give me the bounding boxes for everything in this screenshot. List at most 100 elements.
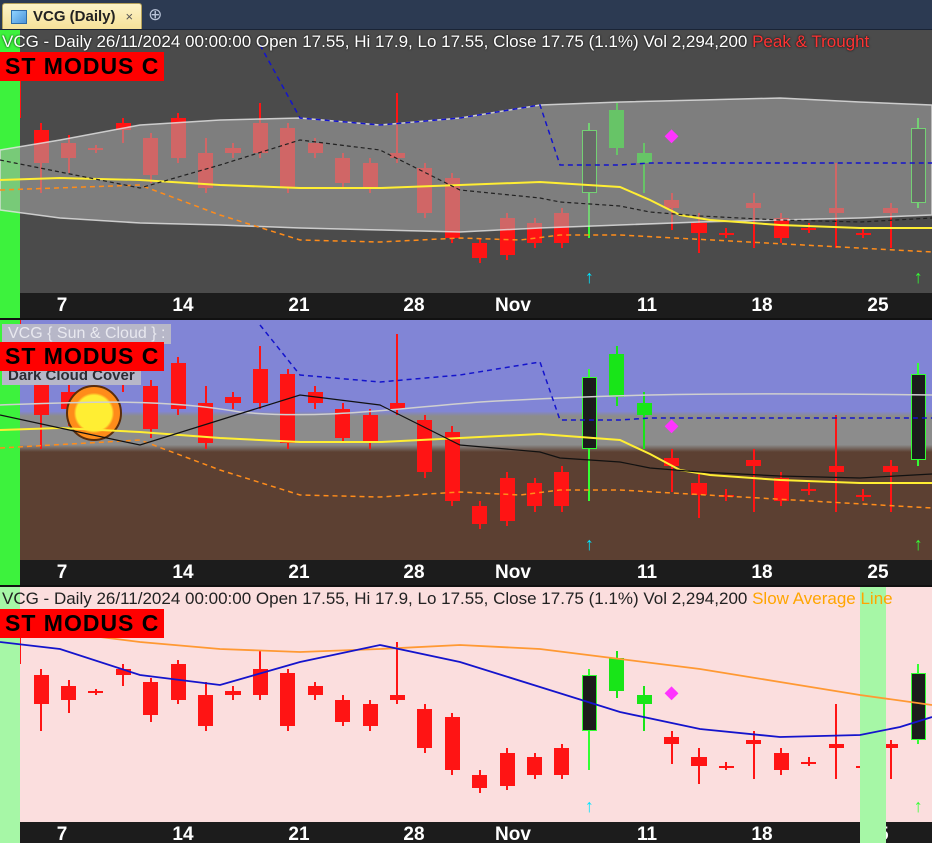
candle-body[interactable] [883,208,898,213]
panel1-plot-area[interactable]: ↓↑◆↑ VCG - Daily 26/11/2024 00:00:00 Ope… [0,30,932,293]
candle-body[interactable] [582,675,597,730]
candle-body[interactable] [774,753,789,771]
candle-body[interactable] [911,673,926,739]
candle-body[interactable] [774,218,789,238]
candle-body[interactable] [609,110,624,148]
candle-body[interactable] [554,472,569,506]
candle-body[interactable] [171,664,186,699]
candle-body[interactable] [417,168,432,213]
candle-body[interactable] [445,178,460,238]
candle-body[interactable] [143,386,158,429]
candle-body[interactable] [911,128,926,203]
candle-body[interactable] [801,762,816,764]
candle-body[interactable] [417,420,432,472]
candle-body[interactable] [390,153,405,158]
candle-body[interactable] [390,695,405,699]
candle-body[interactable] [664,200,679,208]
candle-body[interactable] [691,757,706,766]
candle-body[interactable] [171,363,186,409]
candle-body[interactable] [719,233,734,235]
candle-body[interactable] [801,489,816,491]
candle-body[interactable] [719,766,734,768]
candle-body[interactable] [225,691,240,695]
candle-body[interactable] [280,673,295,726]
candle-body[interactable] [445,717,460,770]
panel1-axis: 7 14 21 28 Nov 11 18 25 [0,293,932,318]
candle-body[interactable] [582,130,597,193]
candle-body[interactable] [500,218,515,256]
candle-body[interactable] [116,669,131,676]
candle-body[interactable] [609,354,624,397]
candle-body[interactable] [746,460,761,466]
candle-body[interactable] [225,397,240,403]
candle-body[interactable] [61,686,76,699]
candle-body[interactable] [829,466,844,472]
candle-body[interactable] [527,483,542,506]
candle-body[interactable] [253,123,268,153]
candle-body[interactable] [637,403,652,414]
candle-body[interactable] [363,163,378,188]
candle-body[interactable] [774,478,789,501]
candle-body[interactable] [363,704,378,726]
candle-body[interactable] [253,369,268,403]
candle-body[interactable] [829,744,844,748]
candle-body[interactable] [746,740,761,744]
candle-body[interactable] [253,669,268,696]
candle-body[interactable] [417,709,432,749]
candle-body[interactable] [856,233,871,235]
candle-body[interactable] [308,392,323,403]
candle-body[interactable] [143,138,158,176]
candle-body[interactable] [829,208,844,213]
candle-body[interactable] [582,377,597,449]
candle-body[interactable] [472,506,487,523]
candle-body[interactable] [664,737,679,744]
candle-body[interactable] [280,128,295,188]
candle-body[interactable] [198,695,213,726]
candle-body[interactable] [554,213,569,243]
candle-body[interactable] [363,415,378,444]
add-tab-icon[interactable]: ⊕ [148,5,162,29]
candle-body[interactable] [883,466,898,472]
candle-body[interactable] [664,458,679,467]
candle-body[interactable] [308,143,323,153]
candle-body[interactable] [691,483,706,494]
candle-body[interactable] [445,432,460,501]
tab-close-icon[interactable]: × [126,9,134,24]
candle-body[interactable] [554,748,569,775]
tab-vcg-daily[interactable]: VCG (Daily) × [2,3,142,29]
candle-body[interactable] [500,478,515,521]
candle-body[interactable] [637,695,652,704]
candle-body[interactable] [308,686,323,695]
candle-body[interactable] [335,409,350,438]
candle-body[interactable] [116,123,131,131]
candle-body[interactable] [500,753,515,786]
candle-body[interactable] [801,228,816,230]
candle-body[interactable] [527,223,542,243]
candle-body[interactable] [335,700,350,722]
candle-body[interactable] [527,757,542,775]
candle-body[interactable] [472,243,487,258]
candle-body[interactable] [280,374,295,443]
candle-body[interactable] [88,691,103,693]
candle-body[interactable] [171,118,186,158]
candle-body[interactable] [472,775,487,788]
candle-body[interactable] [198,153,213,188]
candle-body[interactable] [143,682,158,715]
candle-body[interactable] [34,130,49,163]
candle-body[interactable] [34,675,49,704]
panel2-plot-area[interactable]: ↓↑◆↑ VCG { Sun & Cloud } : ST MODUS C Da… [0,320,932,560]
candle-body[interactable] [335,158,350,183]
candle-body[interactable] [88,148,103,151]
candle-body[interactable] [911,374,926,460]
panel3-plot-area[interactable]: ↓↑◆↑ VCG - Daily 26/11/2024 00:00:00 Ope… [0,587,932,822]
candle-body[interactable] [61,143,76,158]
candle-body[interactable] [198,403,213,443]
candle-body[interactable] [637,153,652,163]
candle-body[interactable] [691,223,706,233]
candle-body[interactable] [609,658,624,691]
candle-body[interactable] [856,495,871,497]
candle-body[interactable] [746,203,761,208]
candle-body[interactable] [225,148,240,153]
candle-body[interactable] [719,495,734,497]
candle-body[interactable] [390,403,405,409]
